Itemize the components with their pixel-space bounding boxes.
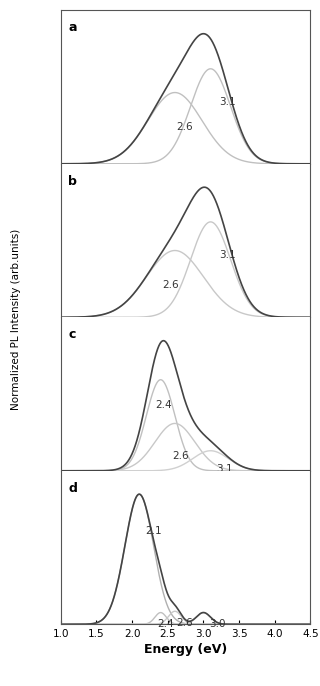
Text: c: c xyxy=(68,328,76,341)
Text: 2.6: 2.6 xyxy=(176,618,193,628)
X-axis label: Energy (eV): Energy (eV) xyxy=(144,643,227,657)
Text: 2.4: 2.4 xyxy=(155,400,172,410)
Text: 2.6: 2.6 xyxy=(172,451,189,460)
Text: d: d xyxy=(68,482,77,495)
Text: 3.1: 3.1 xyxy=(219,250,236,260)
Text: b: b xyxy=(68,174,77,187)
Text: 2.1: 2.1 xyxy=(145,525,162,536)
Text: 3.0: 3.0 xyxy=(209,619,226,628)
Text: Normalized PL Intensity (arb.units): Normalized PL Intensity (arb.units) xyxy=(11,228,21,410)
Text: a: a xyxy=(68,21,77,34)
Text: 3.1: 3.1 xyxy=(219,97,236,107)
Text: 2.6: 2.6 xyxy=(176,121,193,132)
Text: 2.6: 2.6 xyxy=(162,280,179,290)
Text: 2.4: 2.4 xyxy=(157,619,174,628)
Text: 3.1: 3.1 xyxy=(216,464,233,474)
